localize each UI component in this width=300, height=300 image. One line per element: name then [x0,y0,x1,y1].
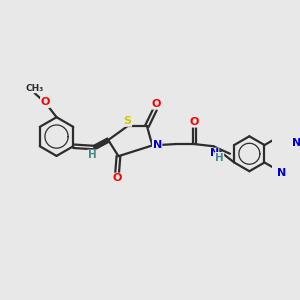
Text: O: O [151,99,160,109]
Text: N: N [292,138,300,148]
Text: N: N [277,168,286,178]
Text: CH₃: CH₃ [26,84,44,93]
Text: N: N [152,140,162,150]
Text: S: S [124,116,132,126]
Text: N: N [209,148,219,158]
Text: O: O [190,117,199,127]
Text: O: O [40,98,50,107]
Text: O: O [112,173,122,183]
Text: H: H [215,152,224,163]
Text: H: H [88,150,97,160]
